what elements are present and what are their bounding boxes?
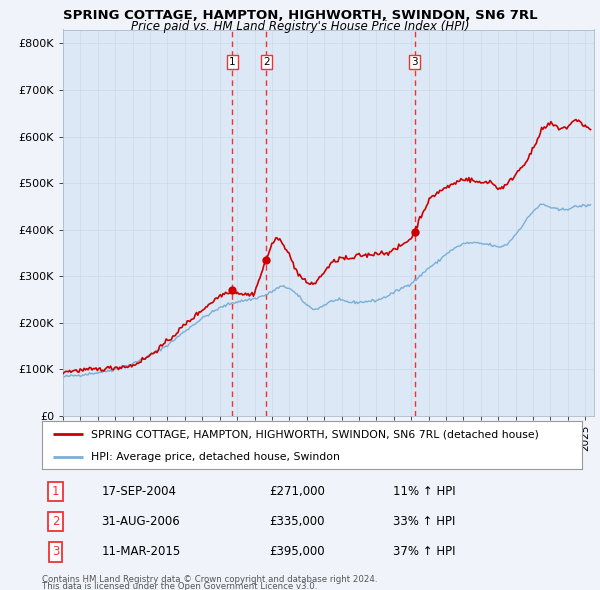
Text: Price paid vs. HM Land Registry's House Price Index (HPI): Price paid vs. HM Land Registry's House … <box>131 20 469 33</box>
Text: 3: 3 <box>52 545 59 558</box>
Text: HPI: Average price, detached house, Swindon: HPI: Average price, detached house, Swin… <box>91 452 340 462</box>
Text: 33% ↑ HPI: 33% ↑ HPI <box>393 515 455 528</box>
Text: Contains HM Land Registry data © Crown copyright and database right 2024.: Contains HM Land Registry data © Crown c… <box>42 575 377 584</box>
Text: 17-SEP-2004: 17-SEP-2004 <box>101 485 176 498</box>
Text: 2: 2 <box>263 57 269 67</box>
Text: 1: 1 <box>229 57 236 67</box>
Text: 11% ↑ HPI: 11% ↑ HPI <box>393 485 455 498</box>
Text: 1: 1 <box>52 485 59 498</box>
Text: £271,000: £271,000 <box>269 485 325 498</box>
Text: £395,000: £395,000 <box>269 545 325 558</box>
Text: 2: 2 <box>52 515 59 528</box>
Text: This data is licensed under the Open Government Licence v3.0.: This data is licensed under the Open Gov… <box>42 582 317 590</box>
Text: £335,000: £335,000 <box>269 515 325 528</box>
Text: SPRING COTTAGE, HAMPTON, HIGHWORTH, SWINDON, SN6 7RL (detached house): SPRING COTTAGE, HAMPTON, HIGHWORTH, SWIN… <box>91 429 538 439</box>
Text: 3: 3 <box>411 57 418 67</box>
Text: SPRING COTTAGE, HAMPTON, HIGHWORTH, SWINDON, SN6 7RL: SPRING COTTAGE, HAMPTON, HIGHWORTH, SWIN… <box>62 9 538 22</box>
Text: 31-AUG-2006: 31-AUG-2006 <box>101 515 180 528</box>
Text: 11-MAR-2015: 11-MAR-2015 <box>101 545 181 558</box>
Text: 37% ↑ HPI: 37% ↑ HPI <box>393 545 455 558</box>
